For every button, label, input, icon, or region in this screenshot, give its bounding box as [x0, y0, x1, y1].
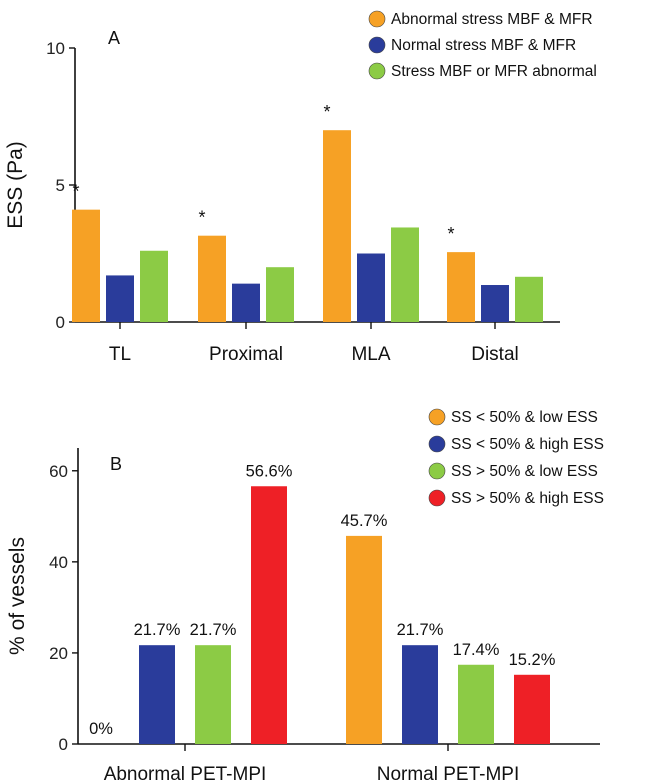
bar: [195, 645, 231, 744]
y-tick-label: 0: [59, 735, 68, 754]
data-label: 56.6%: [246, 462, 293, 480]
bar: [198, 235, 226, 322]
y-tick-label: 20: [49, 644, 68, 663]
x-tick-label: Abnormal PET-MPI: [104, 764, 267, 782]
legend-label: SS > 50% & low ESS: [451, 463, 598, 480]
bar: [139, 645, 175, 744]
y-tick-label: 0: [56, 313, 65, 332]
x-tick-label: TL: [109, 344, 131, 365]
x-tick-label: Distal: [471, 344, 519, 365]
y-tick-label: 5: [56, 176, 65, 195]
significance-star: *: [72, 182, 79, 202]
data-label: 0%: [89, 720, 113, 738]
y-axis-title: ESS (Pa): [4, 141, 27, 229]
panel-letter: B: [110, 454, 122, 474]
bar: [357, 253, 385, 322]
legend-marker: [368, 10, 386, 28]
legend-label: SS > 50% & high ESS: [451, 490, 604, 507]
legend-marker: [428, 489, 446, 507]
data-label: 17.4%: [453, 641, 500, 659]
data-label: 21.7%: [397, 621, 444, 639]
legend-label: SS < 50% & high ESS: [451, 436, 604, 453]
significance-star: *: [198, 208, 205, 228]
legend-label: SS < 50% & low ESS: [451, 409, 598, 426]
significance-star: *: [447, 224, 454, 244]
significance-star: *: [323, 102, 330, 122]
bar: [447, 252, 475, 322]
bar: [106, 275, 134, 322]
bar: [346, 535, 382, 744]
data-label: 21.7%: [134, 621, 181, 639]
bar: [514, 674, 550, 744]
data-label: 15.2%: [509, 651, 556, 669]
y-axis-title: % of vessels: [6, 537, 29, 655]
panel-a-chart: 0 5 10 ESS (Pa) A TL Proximal MLA Distal * * * * Abno…: [4, 10, 597, 365]
bar: [140, 250, 168, 322]
y-tick-label: 40: [49, 553, 68, 572]
legend-marker: [368, 62, 386, 80]
y-tick-label: 60: [49, 462, 68, 481]
x-tick-label: Proximal: [209, 344, 283, 365]
legend-marker: [428, 435, 446, 453]
x-tick-label: MLA: [351, 344, 390, 365]
bar: [323, 130, 351, 322]
bar: [266, 267, 294, 322]
data-label: 21.7%: [190, 621, 237, 639]
bar: [402, 645, 438, 744]
data-label: 45.7%: [341, 512, 388, 530]
y-tick-label: 10: [46, 39, 65, 58]
legend-label: Normal stress MBF & MFR: [391, 37, 576, 54]
legend-marker: [428, 462, 446, 480]
panel-letter: A: [108, 28, 120, 48]
bar: [458, 664, 494, 744]
bar: [232, 283, 260, 322]
bar: [391, 227, 419, 322]
bar: [481, 285, 509, 322]
legend-marker: [428, 408, 446, 426]
legend-label: Stress MBF or MFR abnormal: [391, 63, 597, 80]
legend-marker: [368, 36, 386, 54]
x-tick-label: Normal PET-MPI: [377, 764, 520, 782]
bar: [515, 276, 543, 322]
legend-label: Abnormal stress MBF & MFR: [391, 11, 593, 28]
bar: [251, 486, 287, 744]
bar: [72, 209, 100, 322]
panel-b-chart: 0 20 40 60 % of vessels B Abnormal PET-MPI Norm…: [6, 408, 604, 782]
